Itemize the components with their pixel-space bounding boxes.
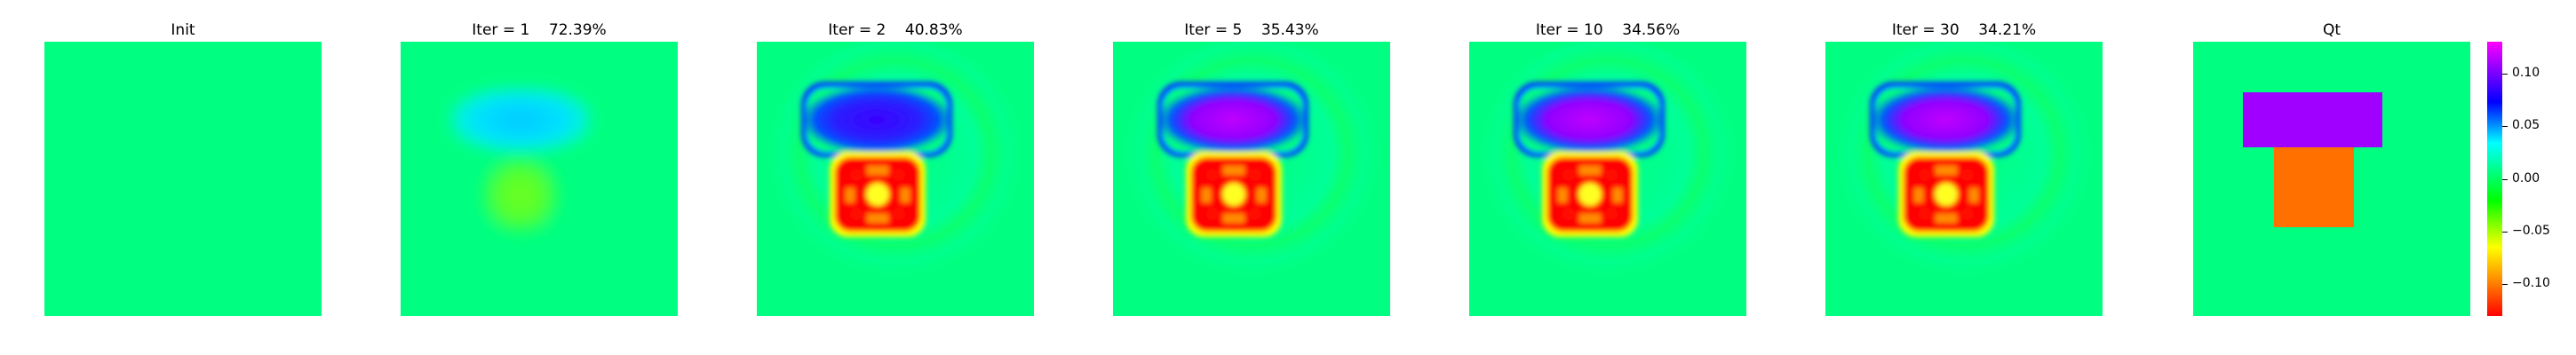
lower-anomaly-center (1222, 183, 1245, 206)
heatmap-panel (1113, 42, 1390, 316)
lower-anomaly-lobe (1562, 208, 1575, 220)
lower-anomaly-center (1578, 183, 1602, 206)
heatmap-panel (44, 42, 322, 316)
lower-anomaly-gap (1223, 166, 1244, 175)
lower-anomaly-gap (901, 188, 910, 202)
colorbar-tick-mark (2502, 73, 2508, 75)
heatmap-image (757, 42, 1034, 316)
lower-anomaly-gap (867, 214, 888, 223)
lower-anomaly-lobe (1919, 208, 1931, 220)
upper-anomaly (807, 88, 947, 152)
lower-anomaly-gap (1914, 188, 1923, 202)
lower-anomaly-lobe (1605, 208, 1618, 220)
panel-title: Qt (2322, 21, 2341, 39)
colorbar-tick-mark (2502, 284, 2508, 286)
heatmap-image (1469, 42, 1746, 316)
lower-anomaly-lobe (1961, 169, 1974, 181)
panel-title: Iter = 30 34.21% (1891, 21, 2037, 39)
panel-title: Iter = 10 34.56% (1535, 21, 1681, 39)
lower-anomaly-center (1935, 183, 1958, 206)
colorbar (2487, 42, 2502, 316)
heatmap-image (1825, 42, 2103, 316)
lower-anomaly (482, 157, 559, 233)
lower-anomaly-gap (1257, 188, 1266, 202)
colorbar-tick-mark (2502, 178, 2508, 180)
true-upper-block (2243, 92, 2382, 147)
lower-anomaly-lobe (850, 208, 863, 220)
colorbar-tick-mark (2502, 126, 2508, 128)
lower-anomaly-gap (1558, 188, 1567, 202)
lower-anomaly-lobe (1562, 169, 1575, 181)
panel-title: Iter = 5 35.43% (1184, 21, 1319, 39)
lower-anomaly-lobe (850, 169, 863, 181)
true-lower-block (2274, 147, 2354, 227)
colorbar-tick-label: 0.05 (2512, 118, 2540, 133)
colorbar-tick-label: −0.10 (2512, 276, 2550, 291)
heatmap-panel (1825, 42, 2103, 316)
panel-title: Iter = 2 40.83% (828, 21, 963, 39)
panel-title: Init (171, 21, 195, 39)
colorbar-tick-label: 0.00 (2512, 170, 2540, 185)
heatmap-image (44, 42, 322, 316)
lower-anomaly-gap (1223, 214, 1244, 223)
lower-anomaly-lobe (1206, 208, 1219, 220)
heatmap-image (1113, 42, 1390, 316)
lower-anomaly-gap (1936, 214, 1957, 223)
lower-anomaly-center (866, 183, 889, 206)
colorbar-tick-label: −0.05 (2512, 223, 2550, 238)
lower-anomaly-lobe (1919, 169, 1931, 181)
colorbar-tick-mark (2502, 231, 2508, 233)
heatmap-background (44, 42, 322, 316)
lower-anomaly-lobe (1605, 169, 1618, 181)
upper-anomaly (1519, 88, 1659, 152)
panel-title: Iter = 1 72.39% (472, 21, 607, 39)
heatmap-image (401, 42, 678, 316)
lower-anomaly-gap (1969, 188, 1978, 202)
upper-anomaly (1163, 88, 1303, 152)
heatmap-panel (1469, 42, 1746, 316)
heatmap-panel (757, 42, 1034, 316)
lower-anomaly-gap (846, 188, 855, 202)
heatmap-image (2193, 42, 2470, 316)
lower-anomaly-lobe (1961, 208, 1974, 220)
lower-anomaly-gap (1613, 188, 1622, 202)
upper-anomaly (450, 88, 591, 152)
lower-anomaly-gap (1936, 166, 1957, 175)
lower-anomaly-gap (867, 166, 888, 175)
lower-anomaly-gap (1202, 188, 1211, 202)
lower-anomaly-gap (1579, 166, 1601, 175)
lower-anomaly-lobe (1249, 169, 1261, 181)
upper-anomaly (1875, 88, 2015, 152)
colorbar-ticks: 0.10 0.05 0.00 −0.05 −0.10 (2502, 42, 2573, 316)
lower-anomaly-lobe (893, 208, 905, 220)
lower-anomaly-gap (1579, 214, 1601, 223)
colorbar-tick-label: 0.10 (2512, 65, 2540, 80)
heatmap-panel (2193, 42, 2470, 316)
lower-anomaly-lobe (1206, 169, 1219, 181)
lower-anomaly-lobe (1249, 208, 1261, 220)
heatmap-panel (401, 42, 678, 316)
lower-anomaly-lobe (893, 169, 905, 181)
